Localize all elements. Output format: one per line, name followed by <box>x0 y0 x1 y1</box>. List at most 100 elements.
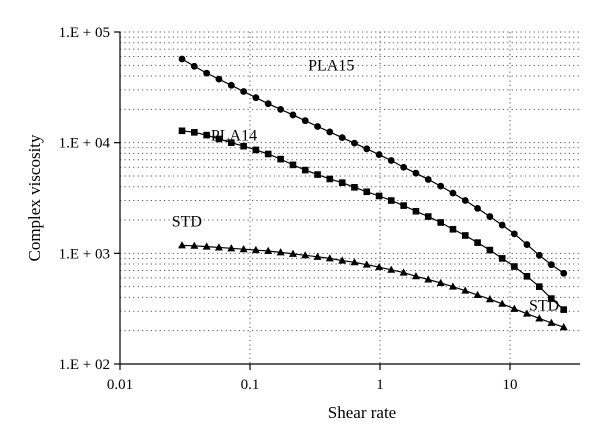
axes <box>119 32 580 365</box>
data-point-pla15 <box>412 169 420 177</box>
data-point-pla14 <box>178 127 186 135</box>
data-point-std <box>338 256 347 264</box>
data-point-pla15 <box>338 134 346 142</box>
data-point-pla15 <box>240 88 248 95</box>
x-tick-label: 0.1 <box>241 377 260 393</box>
data-point-pla14 <box>301 166 309 174</box>
data-point-pla15 <box>326 128 334 136</box>
data-point-pla14 <box>449 225 457 233</box>
data-point-std <box>325 254 334 262</box>
y-ticks: 1.E + 02 1.E + 03 1.E + 04 1.E + 05 <box>59 25 120 373</box>
data-point-pla15 <box>437 182 445 190</box>
data-point-pla14 <box>326 175 334 183</box>
data-point-pla15 <box>363 145 371 153</box>
series-annotation-pla15: PLA15 <box>308 57 354 74</box>
data-point-std <box>375 262 384 271</box>
data-point-std <box>350 258 359 266</box>
series-pla14 <box>178 127 568 313</box>
annotation-layer: PLA15 PLA14 STD STD <box>172 57 559 314</box>
data-point-pla14 <box>424 213 432 220</box>
data-point-std <box>522 309 531 317</box>
data-point-pla14 <box>461 232 469 239</box>
data-point-pla14 <box>240 142 247 150</box>
data-point-pla15 <box>277 105 285 113</box>
data-point-pla15 <box>203 69 211 77</box>
data-point-pla14 <box>277 155 284 163</box>
data-point-pla14 <box>264 150 272 158</box>
data-point-std <box>227 244 236 252</box>
data-point-std <box>559 323 568 331</box>
data-point-std <box>251 245 260 254</box>
data-point-std <box>362 260 371 268</box>
data-point-std <box>190 241 199 249</box>
data-point-pla15 <box>547 261 555 269</box>
data-point-pla15 <box>461 197 469 204</box>
data-point-pla14 <box>203 131 210 139</box>
series-std <box>178 241 568 331</box>
series-line-pla15 <box>181 58 565 274</box>
data-point-pla15 <box>486 213 494 220</box>
x-ticks: 0.01 0.1 1 10 <box>107 364 518 393</box>
data-point-pla15 <box>289 111 297 119</box>
data-point-pla14 <box>375 192 383 200</box>
data-point-pla14 <box>338 179 346 186</box>
y-tick-label: 1.E + 03 <box>59 246 110 262</box>
data-point-pla14 <box>215 135 223 143</box>
data-point-pla14 <box>560 306 568 313</box>
series-pla15 <box>178 55 568 277</box>
data-point-std <box>264 246 273 254</box>
data-point-pla15 <box>252 94 260 102</box>
data-point-std <box>535 314 544 322</box>
data-point-pla15 <box>215 75 223 83</box>
data-point-pla14 <box>252 146 260 154</box>
data-point-pla15 <box>190 62 198 70</box>
data-point-std <box>214 243 223 251</box>
data-point-pla15 <box>264 100 272 108</box>
data-point-std <box>436 278 445 286</box>
data-point-pla15 <box>449 189 457 197</box>
data-point-pla14 <box>363 188 371 196</box>
data-point-pla15 <box>178 55 186 63</box>
data-point-pla14 <box>289 161 297 169</box>
data-point-pla15 <box>535 251 543 259</box>
data-point-pla15 <box>474 204 481 212</box>
data-point-pla14 <box>351 184 358 191</box>
data-point-std <box>276 248 285 256</box>
data-point-std <box>178 241 187 249</box>
data-point-pla15 <box>387 157 395 164</box>
data-point-std <box>239 244 248 253</box>
data-point-pla14 <box>523 273 531 280</box>
data-point-pla15 <box>400 163 408 171</box>
y-axis-title: Complex viscosity <box>25 134 44 262</box>
data-point-std <box>399 268 408 276</box>
data-point-pla15 <box>375 151 383 159</box>
data-point-std <box>461 286 470 294</box>
data-point-std <box>202 242 211 250</box>
data-point-pla14 <box>227 139 235 146</box>
data-point-pla15 <box>227 81 235 89</box>
data-point-pla14 <box>548 295 555 302</box>
x-tick-label: 0.01 <box>107 377 133 393</box>
data-point-pla15 <box>301 117 309 125</box>
data-point-pla14 <box>387 197 395 204</box>
data-point-std <box>448 282 457 290</box>
data-point-pla14 <box>437 219 444 226</box>
data-point-pla14 <box>498 255 506 262</box>
data-point-pla14 <box>474 239 481 246</box>
data-point-pla14 <box>511 263 518 270</box>
data-point-std <box>510 304 519 312</box>
data-point-std <box>313 252 322 260</box>
data-point-pla15 <box>351 139 358 147</box>
data-point-std <box>485 295 494 303</box>
data-point-pla15 <box>498 221 506 229</box>
data-point-pla15 <box>560 269 568 277</box>
data-point-pla15 <box>314 123 321 130</box>
data-point-std <box>387 265 396 273</box>
data-point-std <box>301 251 310 259</box>
x-tick-label: 10 <box>503 377 518 393</box>
data-point-std <box>498 299 507 307</box>
data-point-pla15 <box>523 241 531 248</box>
data-point-std <box>411 272 420 280</box>
data-point-pla14 <box>191 129 198 136</box>
